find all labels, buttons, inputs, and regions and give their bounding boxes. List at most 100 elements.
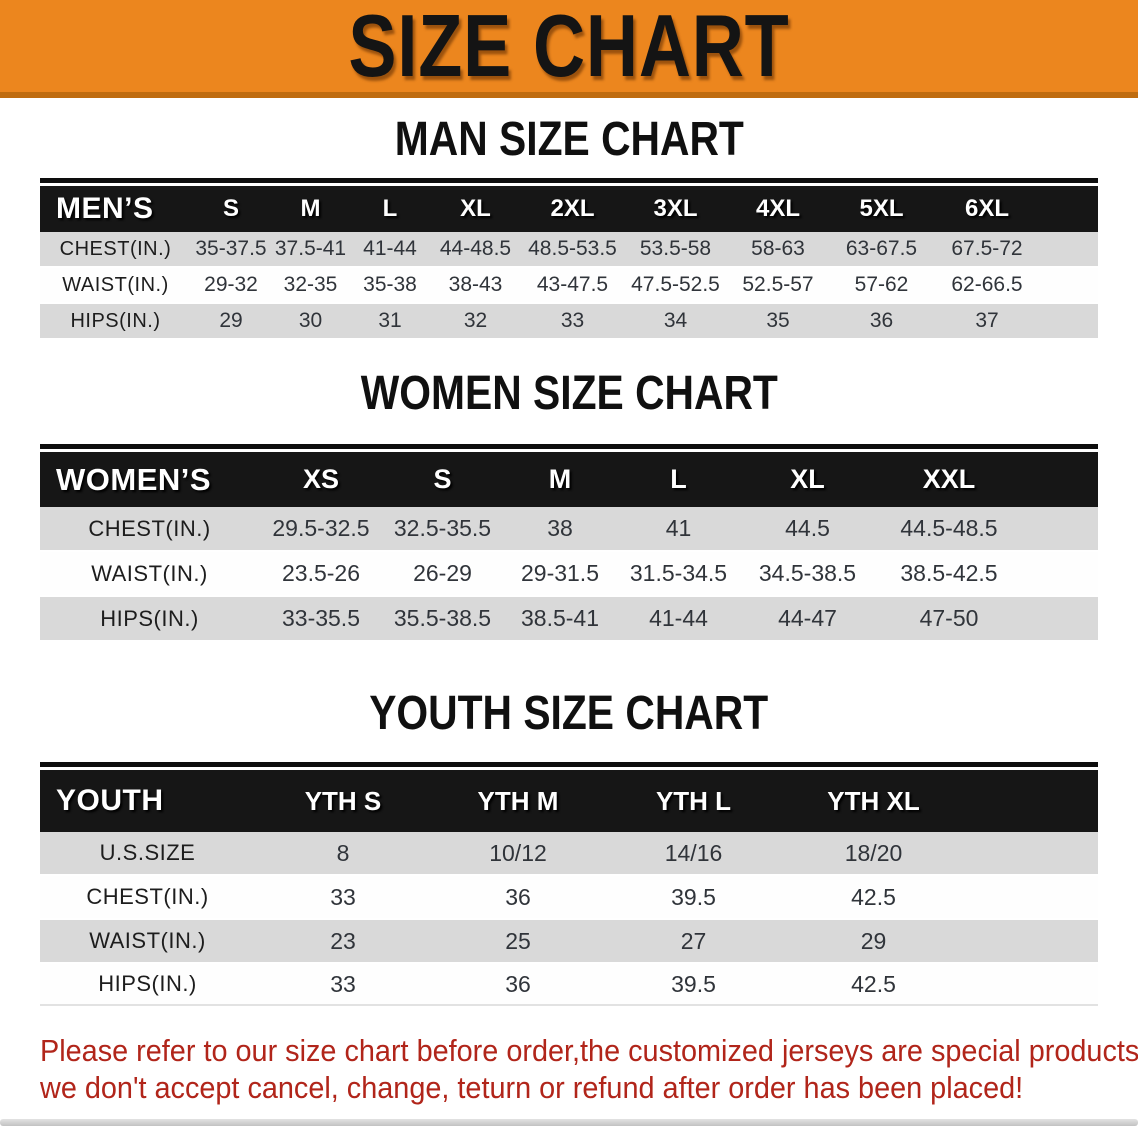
row-label: U.S.SIZE [99, 840, 196, 865]
table-cell: 27 [680, 927, 707, 954]
table-row-waist: WAIST(IN.) 29-32 32-35 35-38 38-43 43-47… [40, 268, 1098, 302]
youth-section-title: YOUTH SIZE CHART [0, 687, 1138, 740]
column-header: M [300, 195, 321, 222]
table-cell: 23 [330, 927, 356, 954]
table-cell: 38-43 [448, 273, 503, 296]
table-cell: 31.5-34.5 [629, 560, 728, 586]
table-cell: 35 [766, 309, 790, 332]
table-row-waist: WAIST(IN.) 23.5-26 26-29 29-31.5 31.5-34… [40, 552, 1098, 595]
table-cell: 25 [505, 927, 531, 954]
column-header: XXL [922, 464, 976, 494]
column-header: 5XL [859, 195, 904, 222]
womens-table-header-row: WOMEN’S XS S M L XL XXL [40, 452, 1098, 507]
table-cell: 29 [219, 309, 243, 332]
row-label: HIPS(IN.) [100, 605, 199, 631]
table-cell: 35-38 [363, 273, 417, 296]
man-section-title: MAN SIZE CHART [0, 116, 1138, 164]
table-cell: 34.5-38.5 [758, 560, 857, 586]
table-cell: 44.5-48.5 [900, 515, 998, 541]
table-cell: 63-67.5 [845, 237, 918, 260]
table-cell: 36 [869, 309, 894, 332]
column-header: YTH S [304, 785, 382, 816]
table-cell: 39.5 [671, 883, 716, 910]
row-label: CHEST(IN.) [86, 884, 209, 909]
table-cell: 44-48.5 [439, 237, 512, 260]
table-cell: 41-44 [363, 237, 417, 260]
column-header: XS [302, 464, 340, 494]
table-cell: 36 [505, 970, 531, 997]
table-cell: 29-31.5 [520, 560, 599, 586]
women-section-title: WOMEN SIZE CHART [0, 367, 1138, 420]
column-header: XL [790, 464, 825, 494]
table-cell: 32.5-35.5 [393, 515, 492, 541]
table-cell: 23.5-26 [281, 560, 360, 586]
banner-title: SIZE CHART [348, 0, 790, 95]
column-header: S [222, 195, 239, 222]
table-row-chest: CHEST(IN.) 35-37.5 37.5-41 41-44 44-48.5… [40, 232, 1098, 266]
banner: SIZE CHART [0, 0, 1138, 98]
table-cell: 38.5-41 [520, 605, 599, 631]
bottom-edge-strip [0, 1119, 1138, 1126]
table-row-hips: HIPS(IN.) 33 36 39.5 42.5 [40, 964, 1098, 1006]
table-cell: 52.5-57 [742, 273, 814, 296]
column-header: YTH L [655, 785, 732, 816]
table-cell: 39.5 [671, 970, 716, 997]
table-cell: 8 [336, 839, 350, 866]
mens-group-label: MEN’S [56, 192, 154, 225]
mens-table-header-row: MEN’S S M L XL 2XL 3XL 4XL 5XL 6XL [40, 186, 1098, 232]
table-cell: 48.5-53.5 [528, 237, 617, 260]
column-header: YTH M [477, 785, 559, 816]
table-cell: 57-62 [854, 273, 909, 296]
disclaimer-line-2: we don't accept cancel, change, teturn o… [40, 1070, 1024, 1105]
table-row-hips: HIPS(IN.) 29 30 31 32 33 34 35 36 37 [40, 304, 1098, 338]
table-cell: 41 [665, 515, 692, 541]
table-cell: 44-47 [778, 605, 837, 631]
table-row-chest: CHEST(IN.) 33 36 39.5 42.5 [40, 876, 1098, 918]
table-cell: 31 [378, 309, 402, 332]
column-header: XL [460, 195, 491, 222]
table-row-ussize: U.S.SIZE 8 10/12 14/16 18/20 [40, 832, 1098, 874]
table-row-chest: CHEST(IN.) 29.5-32.5 32.5-35.5 38 41 44.… [40, 507, 1098, 550]
table-cell: 43-47.5 [536, 273, 609, 296]
table-row-waist: WAIST(IN.) 23 25 27 29 [40, 920, 1098, 962]
women-section-title-text: WOMEN SIZE CHART [360, 367, 778, 420]
table-cell: 29-32 [204, 273, 258, 296]
table-cell: 38 [547, 515, 573, 541]
table-cell: 26-29 [413, 560, 472, 586]
table-cell: 53.5-58 [639, 237, 712, 260]
table-cell: 42.5 [851, 883, 896, 910]
column-header: L [670, 464, 687, 494]
table-cell: 58-63 [751, 237, 805, 260]
table-cell: 67.5-72 [951, 237, 1023, 260]
column-header: YTH XL [827, 785, 920, 816]
disclaimer-line-1: Please refer to our size chart before or… [40, 1033, 1138, 1068]
column-header: 4XL [755, 195, 800, 222]
column-header: L [382, 195, 398, 222]
column-header: M [548, 464, 572, 494]
row-label: WAIST(IN.) [89, 928, 206, 953]
table-cell: 33 [330, 883, 356, 910]
womens-group-label: WOMEN’S [56, 461, 212, 497]
womens-size-table: WOMEN’S XS S M L XL XXL CHEST(IN.) 29.5-… [40, 444, 1098, 640]
table-cell: 30 [298, 309, 323, 332]
youth-group-label: YOUTH [56, 784, 164, 817]
table-cell: 42.5 [851, 970, 896, 997]
table-cell: 14/16 [664, 839, 723, 866]
column-header: S [433, 464, 452, 494]
row-label: HIPS(IN.) [98, 971, 197, 996]
row-label: WAIST(IN.) [91, 560, 208, 586]
row-label: CHEST(IN.) [59, 237, 172, 260]
table-cell: 34 [663, 309, 688, 332]
table-cell: 37.5-41 [274, 237, 347, 260]
row-label: HIPS(IN.) [70, 309, 161, 332]
table-cell: 33 [330, 970, 356, 997]
table-cell: 41-44 [649, 605, 708, 631]
disclaimer: Please refer to our size chart before or… [40, 1032, 1138, 1106]
table-top-border [40, 444, 1098, 449]
youth-section-title-text: YOUTH SIZE CHART [369, 687, 769, 740]
row-label: CHEST(IN.) [88, 515, 211, 541]
row-label: WAIST(IN.) [62, 273, 169, 296]
table-cell: 32 [463, 309, 488, 332]
table-cell: 10/12 [489, 839, 547, 866]
